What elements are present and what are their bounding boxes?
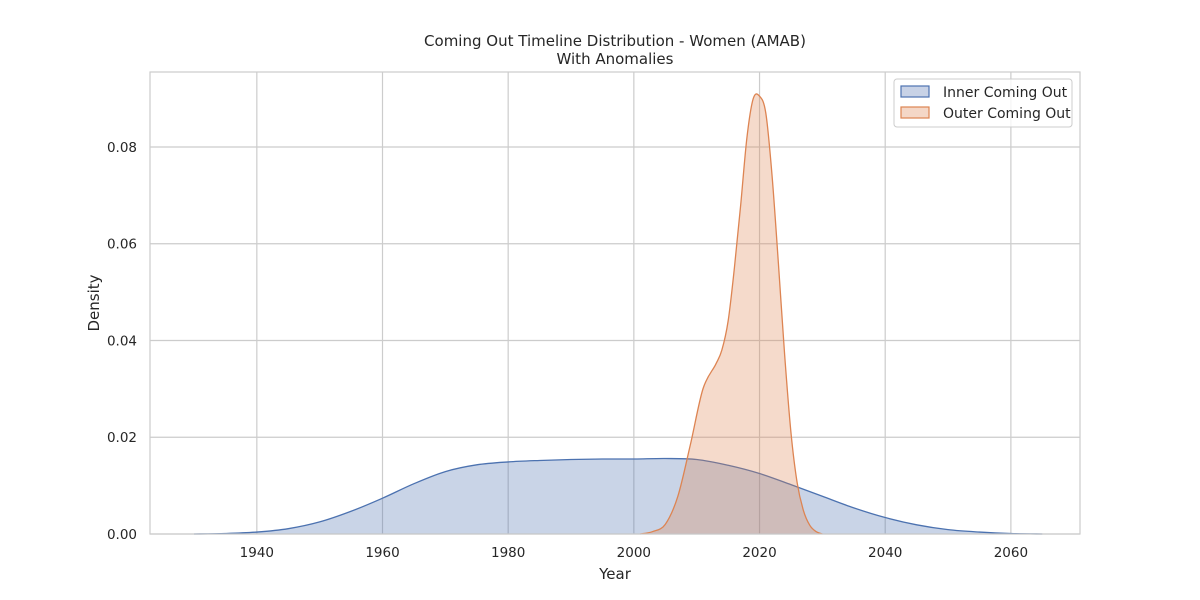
outer-coming-out-area — [640, 93, 823, 535]
legend-swatch-outer — [900, 106, 930, 119]
x-tick-label-1: 1960 — [365, 545, 399, 561]
y-axis-ticks: 0.00 0.02 0.04 0.06 0.08 — [107, 140, 137, 543]
x-tick-label-4: 2020 — [742, 545, 776, 561]
axes-frame — [149, 71, 1081, 535]
y-tick-label-2: 0.04 — [107, 333, 137, 349]
chart-subtitle: With Anomalies — [557, 50, 674, 68]
x-tick-label-5: 2040 — [868, 545, 902, 561]
y-tick-label-3: 0.06 — [107, 237, 137, 253]
legend-swatch-inner — [900, 85, 930, 98]
y-axis-label: Density — [85, 274, 103, 331]
x-tick-label-6: 2060 — [994, 545, 1028, 561]
x-axis-label: Year — [598, 565, 632, 583]
grid-lines — [150, 72, 1080, 535]
y-tick-label-1: 0.02 — [107, 430, 137, 446]
outer-coming-out-line — [640, 93, 823, 535]
legend-label-outer: Outer Coming Out — [943, 106, 1071, 122]
inner-coming-out-area — [193, 458, 1043, 534]
chart-title: Coming Out Timeline Distribution - Women… — [424, 32, 806, 50]
x-tick-label-3: 2000 — [617, 545, 651, 561]
plot-area — [193, 93, 1043, 535]
legend-frame — [893, 78, 1073, 128]
x-tick-label-0: 1940 — [240, 545, 274, 561]
legend-label-inner: Inner Coming Out — [943, 85, 1068, 101]
legend: Inner Coming Out Outer Coming Out — [893, 78, 1073, 128]
y-tick-label-4: 0.08 — [107, 140, 137, 156]
inner-coming-out-line — [193, 457, 1043, 535]
x-axis-ticks: 1940 1960 1980 2000 2020 2040 2060 — [240, 545, 1028, 561]
x-tick-label-2: 1980 — [491, 545, 525, 561]
y-tick-label-0: 0.00 — [107, 527, 137, 543]
